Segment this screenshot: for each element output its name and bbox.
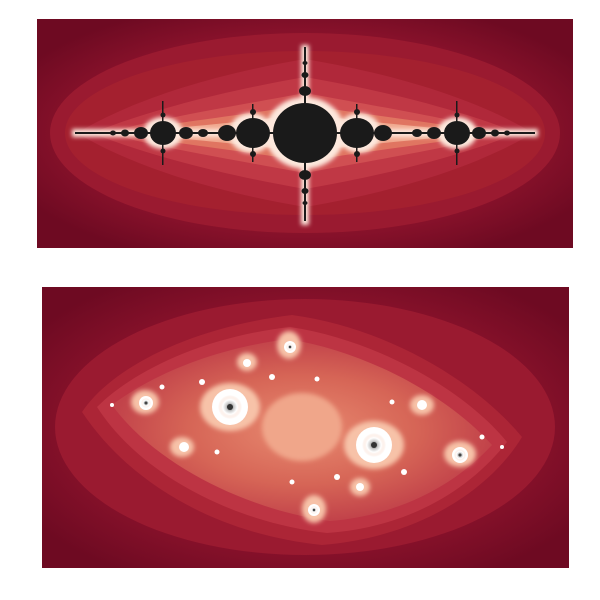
julia-set-top-svg [37, 19, 573, 248]
bottom-spirals [141, 343, 466, 514]
top-interior [75, 47, 535, 221]
fractal-image-bottom [42, 287, 569, 568]
julia-set-bottom-svg [42, 287, 569, 568]
fractal-image-top [37, 19, 573, 248]
